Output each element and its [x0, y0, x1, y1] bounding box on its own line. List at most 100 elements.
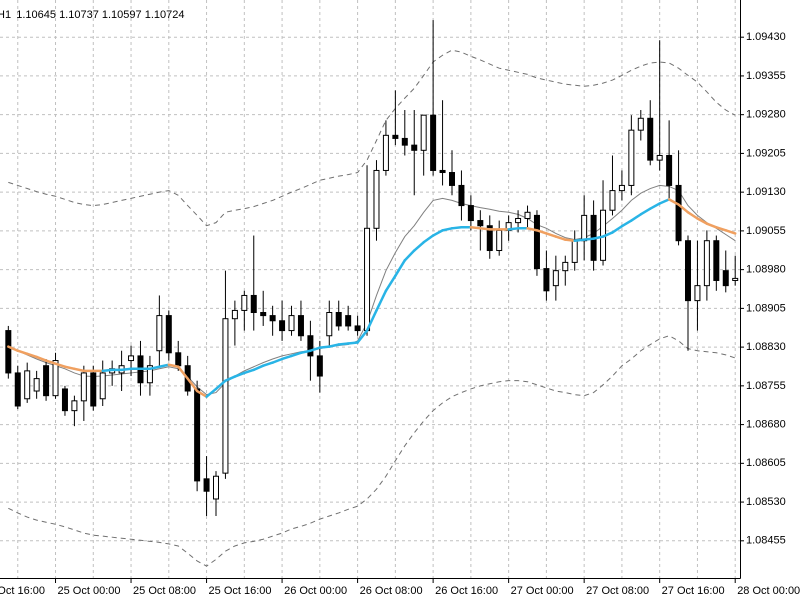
candle-body: [326, 312, 333, 337]
ohlc-label: 1.10645 1.10737 1.10597 1.10724: [16, 9, 184, 21]
candle-body: [449, 172, 455, 186]
x-tick-label: 25 Oct 00:00: [58, 585, 121, 597]
candle-body: [165, 315, 172, 354]
candle-body: [345, 315, 352, 327]
candle-body: [90, 372, 97, 407]
trend-segment: [252, 364, 265, 372]
trend-segment: [592, 235, 605, 240]
trend-segment: [224, 375, 237, 382]
trend-segment: [394, 259, 407, 278]
candle-body: [467, 205, 474, 222]
candle-body: [722, 270, 729, 287]
x-tick-label: 24 Oct 16:00: [0, 585, 45, 597]
candle-body: [543, 268, 550, 292]
y-tick-label: 1.08905: [746, 302, 786, 314]
trend-segment: [469, 226, 482, 230]
trend-segment: [120, 367, 133, 372]
trend-segment: [25, 352, 38, 359]
timeframe: H1: [0, 9, 11, 21]
candle-body: [307, 335, 314, 357]
trend-segment: [148, 365, 161, 371]
candle-body: [533, 214, 540, 270]
trend-segment: [705, 222, 718, 229]
trend-segment: [658, 198, 671, 205]
trend-segment: [696, 217, 709, 225]
y-tick-label: 1.09430: [746, 31, 786, 43]
candle-body: [316, 355, 323, 377]
trend-segment: [441, 227, 454, 232]
trend-segment: [205, 387, 218, 398]
x-tick-label: 25 Oct 16:00: [209, 585, 272, 597]
y-tick-label: 1.09055: [746, 225, 786, 237]
candle-body: [71, 400, 78, 412]
candle-body: [458, 184, 465, 207]
trend-segment: [620, 219, 633, 228]
candle-body: [373, 169, 380, 229]
trend-segment: [573, 238, 586, 242]
candle-body: [685, 240, 691, 302]
trend-segment: [186, 377, 199, 393]
candle-body: [14, 372, 21, 407]
trend-segment: [63, 365, 76, 371]
candle-body: [297, 315, 304, 337]
x-tick-label: 27 Oct 08:00: [586, 585, 649, 597]
trend-segment: [677, 203, 690, 214]
plot-area: [5, 20, 739, 567]
y-tick-label: 1.09130: [746, 186, 786, 198]
candle-body: [411, 144, 418, 151]
trend-segment: [54, 362, 67, 368]
overlay-line: [8, 184, 736, 396]
candle-body: [213, 475, 219, 500]
trend-segment: [450, 226, 463, 230]
y-tick-label: 1.09205: [746, 147, 786, 159]
trend-segment: [271, 357, 284, 364]
candle-body: [269, 315, 276, 322]
overlay-line: [8, 49, 736, 227]
candle-body: [24, 370, 31, 400]
x-tick-label: 26 Oct 08:00: [360, 585, 423, 597]
candle-body: [99, 372, 106, 400]
trend-segment: [686, 211, 699, 220]
trend-segment: [233, 371, 246, 378]
candle-body: [43, 365, 50, 397]
trend-segment: [44, 359, 57, 365]
trend-segment: [243, 368, 256, 375]
y-tick-label: 1.08755: [746, 380, 786, 392]
candle-body: [80, 372, 87, 402]
x-tick-label: 27 Oct 00:00: [511, 585, 574, 597]
trend-segment: [582, 237, 595, 241]
candle-body: [392, 134, 399, 139]
trend-segment: [479, 227, 492, 231]
x-tick-label: 26 Oct 00:00: [284, 585, 347, 597]
candle-body: [524, 211, 531, 219]
trend-segment: [715, 226, 728, 232]
candle-body: [364, 227, 371, 332]
candle-body: [260, 312, 267, 317]
candle-body: [628, 129, 635, 186]
candle-body: [675, 184, 682, 242]
candle-body: [552, 270, 559, 287]
candle-body: [656, 154, 663, 161]
trend-segment: [16, 349, 29, 356]
candle-body: [486, 225, 493, 252]
trend-segment: [346, 341, 359, 345]
candle-body: [33, 378, 40, 392]
trend-segment: [611, 224, 624, 234]
candle-body: [515, 217, 522, 224]
trend-segment: [195, 389, 208, 398]
trend-segment: [214, 379, 227, 391]
candle-body: [354, 325, 361, 332]
candle-body: [703, 240, 710, 287]
candle-body: [637, 117, 644, 131]
trend-segment: [630, 213, 643, 222]
candle-body: [382, 134, 389, 171]
candle-body: [222, 318, 229, 474]
candle-body: [194, 388, 201, 482]
x-tick-label: 27 Oct 16:00: [662, 585, 725, 597]
trend-segment: [176, 365, 189, 380]
candle-body: [61, 388, 68, 412]
candle-body: [609, 190, 616, 211]
